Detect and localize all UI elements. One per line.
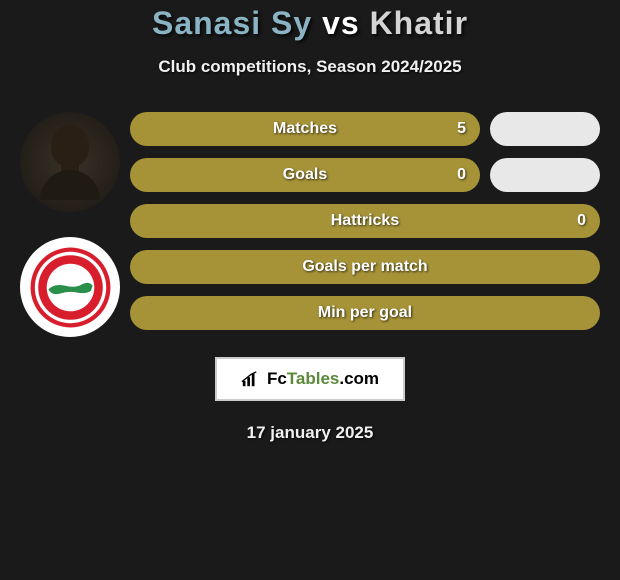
date-label: 17 january 2025 <box>0 423 620 443</box>
stat-label: Hattricks <box>331 212 399 230</box>
stat-row: Min per goal <box>130 296 600 330</box>
stat-value-left: 0 <box>457 166 466 184</box>
stat-row: Matches 5 <box>130 112 600 146</box>
title-vs: vs <box>322 5 360 41</box>
player-avatar <box>20 112 120 212</box>
title-player1: Sanasi Sy <box>152 5 312 41</box>
stat-bar-left: Goals 0 <box>130 158 480 192</box>
stat-bar-right <box>490 158 600 192</box>
title-player2: Khatir <box>370 5 468 41</box>
player-silhouette-icon <box>35 120 105 205</box>
logo-tables: Tables <box>287 369 340 388</box>
club-avatar: NIMES OLYMPIQUE <box>20 237 120 337</box>
stat-value-left: 5 <box>457 120 466 138</box>
subtitle: Club competitions, Season 2024/2025 <box>0 57 620 77</box>
stat-value-left: 0 <box>577 212 586 230</box>
logo-com: .com <box>339 369 379 388</box>
stat-label: Goals <box>283 166 327 184</box>
stat-bar-left: Hattricks 0 <box>130 204 600 238</box>
stat-row: Goals 0 <box>130 158 600 192</box>
stat-row: Hattricks 0 <box>130 204 600 238</box>
chart-icon <box>241 370 259 388</box>
stat-bar-left: Goals per match <box>130 250 600 284</box>
avatars-column: NIMES OLYMPIQUE <box>10 112 130 337</box>
logo-fc: Fc <box>267 369 287 388</box>
stat-bar-right <box>490 112 600 146</box>
stat-bar-left: Matches 5 <box>130 112 480 146</box>
footer: FcTables.com 17 january 2025 <box>0 357 620 443</box>
stat-label: Matches <box>273 120 337 138</box>
stats-section: NIMES OLYMPIQUE Matches 5 Goals 0 <box>0 112 620 337</box>
stat-label: Min per goal <box>318 304 412 322</box>
stat-bars: Matches 5 Goals 0 Hattricks 0 <box>130 112 610 330</box>
page-title: Sanasi Sy vs Khatir <box>0 5 620 42</box>
stat-label: Goals per match <box>302 258 427 276</box>
stat-bar-left: Min per goal <box>130 296 600 330</box>
stat-row: Goals per match <box>130 250 600 284</box>
svg-text:OLYMPIQUE: OLYMPIQUE <box>56 313 84 318</box>
comparison-container: Sanasi Sy vs Khatir Club competitions, S… <box>0 0 620 443</box>
svg-text:NIMES: NIMES <box>61 259 80 265</box>
club-badge-icon: NIMES OLYMPIQUE <box>25 242 115 332</box>
fctables-logo: FcTables.com <box>215 357 405 401</box>
logo-text: FcTables.com <box>267 369 379 389</box>
